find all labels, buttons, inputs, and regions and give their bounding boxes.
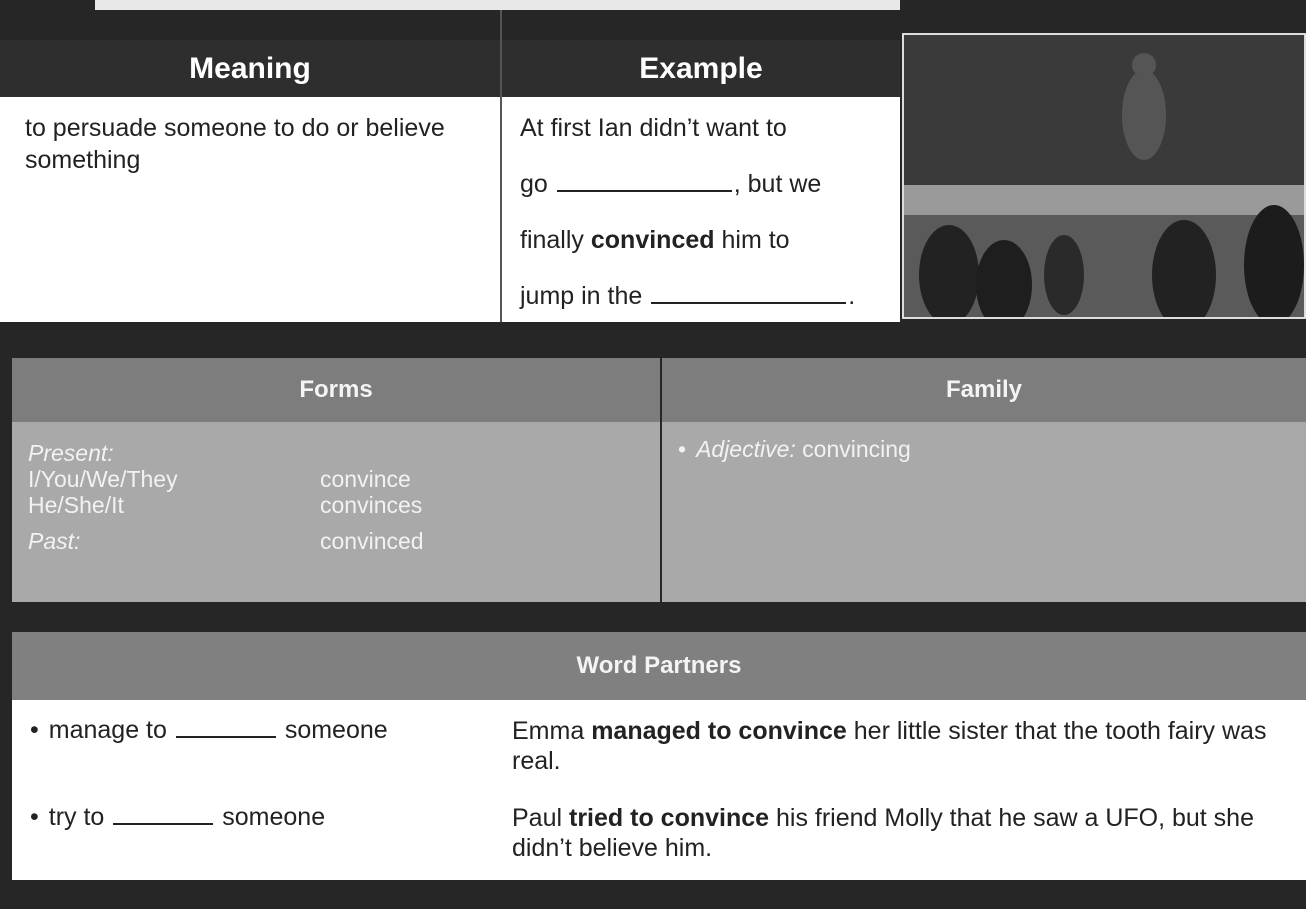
text: , but we [733,170,822,198]
partner-example: Emma managed to convince her little sist… [512,716,1306,776]
blank [175,718,276,738]
form: convinces [320,492,423,518]
form-row: He/She/It convinces [28,492,424,518]
example-line: At first Ian didn’t want to [520,102,895,158]
meaning-text: to persuade someone to do or believe som… [25,114,445,174]
blank [113,805,214,825]
forms-body [12,422,660,602]
partner: try to someone [30,803,325,832]
text: At first Ian didn’t want to [520,114,787,142]
form-row: Past: convinced [28,528,424,554]
text: someone [284,716,388,744]
bold-text: tried to convince [569,804,770,832]
form: convince [320,466,411,492]
family-item: Adjective: convincing [678,436,911,463]
label: Adjective: [696,436,796,462]
text: finally [520,226,584,254]
example-header: Example [502,40,900,97]
bold-text: managed to convince [591,717,847,745]
partner: manage to someone [30,716,388,745]
example-text: At first Ian didn’t want to go , but we … [520,102,895,326]
text: . [848,282,856,310]
text: jump in the [520,282,643,310]
present-label: Present: [28,440,424,466]
text: Emma [512,717,585,745]
bold-text: convinced [590,226,715,254]
family-header: Family [662,358,1306,422]
example-line: finally convinced him to [520,214,895,270]
text: her little sister that the tooth fairy w… [512,717,1267,775]
meaning-header: Meaning [0,40,500,97]
form: convinced [320,528,424,554]
example-line: go , but we [520,158,895,214]
text: go [520,170,548,198]
photo-illustration [904,35,1304,317]
subject: He/She/It [28,492,124,518]
form-row: I/You/We/They convince [28,466,424,492]
page-edge [95,0,900,10]
past-label: Past: [28,528,81,554]
forms-text: Present: I/You/We/They convince He/She/It… [28,440,424,554]
text: someone [222,803,326,831]
text: his friend Molly that he saw a UFO, but … [512,804,1254,862]
label: Present: [28,440,114,466]
divider [500,10,502,322]
text: him to [721,226,790,254]
meaning-body [0,97,900,322]
blank [556,172,732,192]
text: Paul [512,804,563,832]
blank [651,284,847,304]
text: try to [48,803,105,831]
forms-header: Forms [12,358,660,422]
example-line: jump in the . [520,270,895,326]
subject: I/You/We/They [28,466,178,492]
text: manage to [48,716,167,744]
partner-example: Paul tried to convince his friend Molly … [512,803,1306,863]
word-partners-header: Word Partners [12,632,1306,700]
word: convincing [802,436,911,462]
photo [902,33,1306,319]
